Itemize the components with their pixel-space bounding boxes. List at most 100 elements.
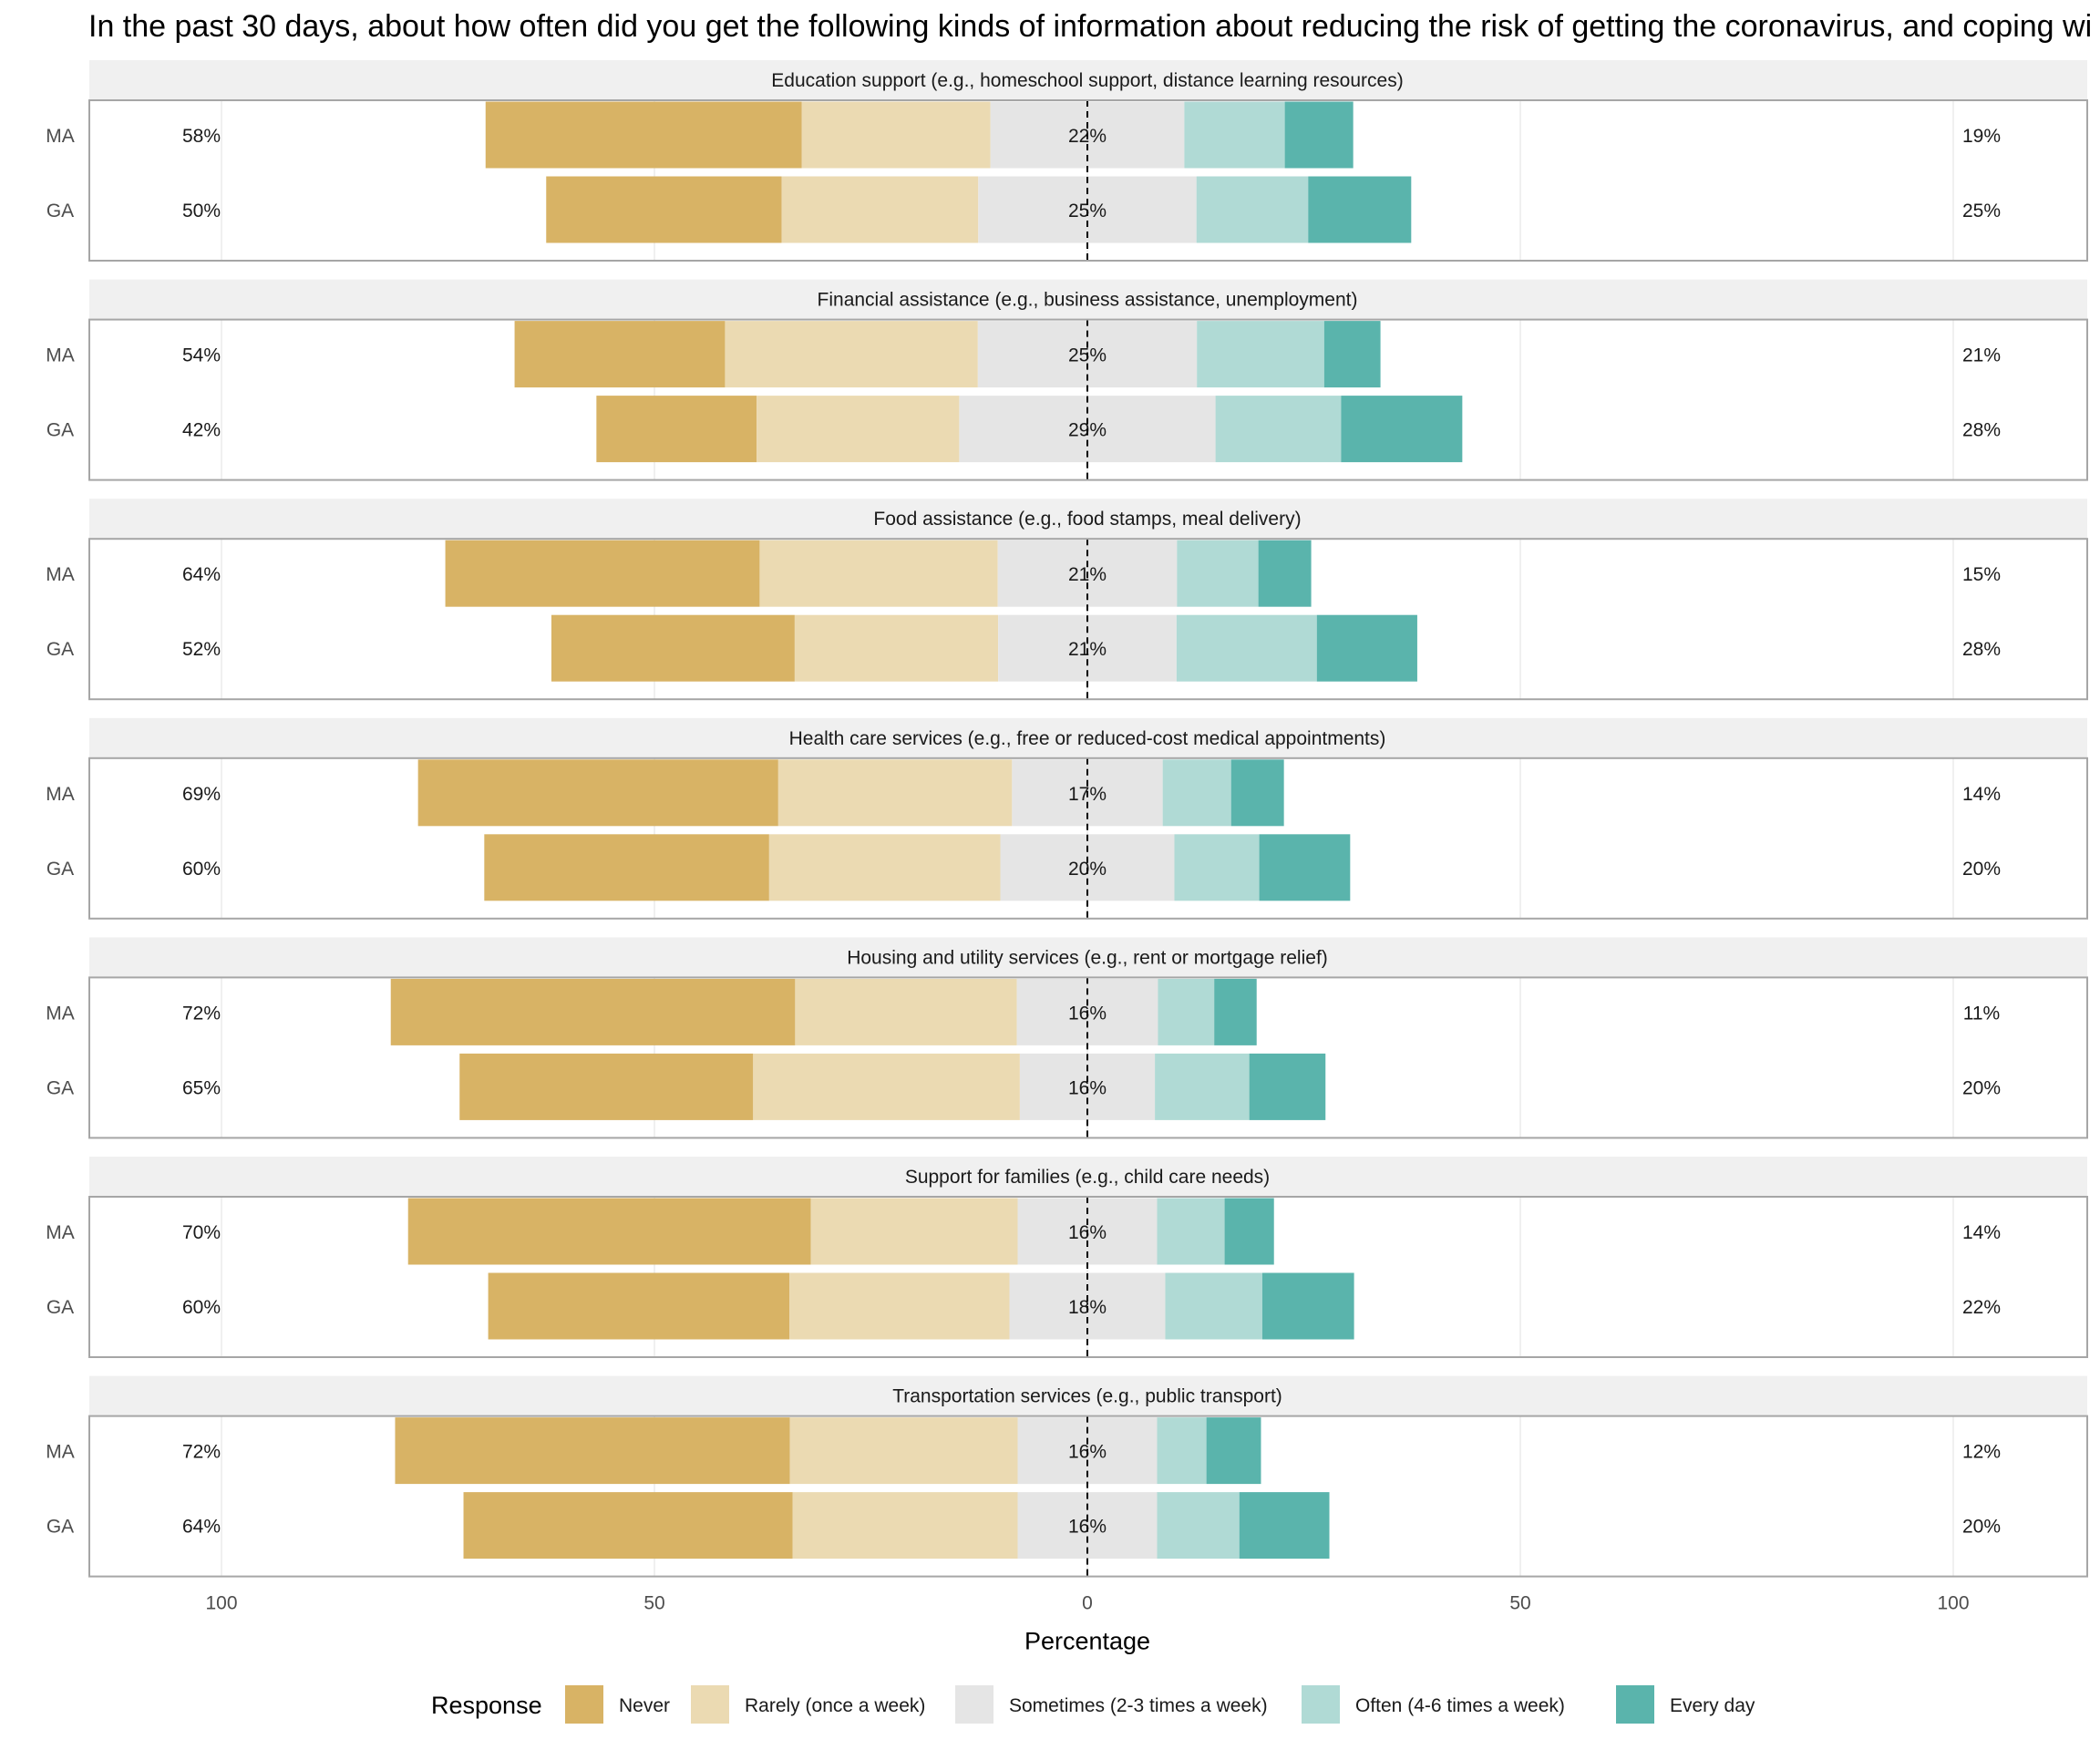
bar-rarely (757, 396, 960, 463)
low-percent-label: 42% (182, 420, 221, 441)
legend-item: Never (565, 1685, 670, 1724)
legend-swatch (1616, 1685, 1654, 1724)
bar-never (546, 176, 782, 243)
bar-never (484, 834, 769, 901)
bar-never (417, 759, 778, 827)
bar-rarely (794, 614, 999, 682)
legend-swatch (1302, 1685, 1340, 1724)
row-label: MA (46, 1222, 75, 1243)
panel-border (88, 976, 2088, 1139)
bar-often (1174, 834, 1260, 901)
row-label: MA (46, 126, 75, 147)
bar-never (407, 1198, 811, 1265)
facet-strip (89, 499, 2087, 540)
bar-often (1157, 1492, 1240, 1560)
x-tick-label: 50 (643, 1593, 664, 1614)
facet-panel: Transportation services (e.g., public tr… (46, 1375, 2088, 1578)
bar-never (485, 101, 802, 169)
panel-border (88, 757, 2088, 920)
bar-often (1157, 1417, 1207, 1485)
low-percent-label: 64% (182, 564, 221, 585)
facet-strip (89, 1375, 2087, 1416)
facet-strip (89, 717, 2087, 758)
bar-often (1155, 1053, 1250, 1120)
facet-title: Support for families (e.g., child care n… (905, 1167, 1270, 1188)
facet-title: Transportation services (e.g., public tr… (892, 1386, 1282, 1407)
bar-often (1215, 396, 1342, 463)
bar-rarely (789, 1417, 1018, 1485)
facet-strip (89, 937, 2087, 978)
legend-item: Every day (1616, 1685, 1755, 1724)
facet-title: Education support (e.g., homeschool supp… (771, 70, 1403, 91)
bar-often (1165, 1272, 1262, 1340)
low-percent-label: 60% (182, 859, 221, 880)
bar-often (1196, 176, 1309, 243)
bar-often (1177, 540, 1259, 607)
bar-every-day (1261, 1272, 1354, 1340)
bar-row: MA 58% 22% 19% (46, 101, 2001, 169)
bar-never (488, 1272, 790, 1340)
facet-title: Food assistance (e.g., food stamps, meal… (873, 509, 1301, 530)
legend: Response Never Rarely (once a week) Sometim… (431, 1685, 1755, 1724)
bar-often (1158, 978, 1215, 1045)
bar-rarely (792, 1492, 1018, 1560)
bar-every-day (1323, 321, 1381, 388)
legend-label: Sometimes (2-3 times a week) (1009, 1695, 1268, 1716)
high-percent-label: 12% (1962, 1442, 2001, 1463)
facet-panel: Food assistance (e.g., food stamps, meal… (46, 499, 2088, 701)
bar-often (1162, 759, 1231, 827)
high-percent-label: 14% (1962, 1222, 2001, 1243)
chart-title: In the past 30 days, about how often did… (88, 9, 2092, 44)
bar-rarely (777, 759, 1013, 827)
panel-border (88, 1196, 2088, 1358)
row-label: GA (46, 639, 74, 660)
x-tick-label: 100 (1937, 1593, 1969, 1614)
bar-row: GA 65% 16% 20% (46, 1053, 2001, 1120)
panel-border (88, 538, 2088, 701)
low-percent-label: 64% (182, 1517, 221, 1538)
bar-every-day (1206, 1417, 1261, 1485)
bar-often (1197, 321, 1324, 388)
bar-every-day (1308, 176, 1412, 243)
low-percent-label: 58% (182, 126, 221, 147)
bar-every-day (1224, 1198, 1274, 1265)
bar-never (390, 978, 796, 1045)
bar-row: GA 42% 29% 28% (46, 396, 2001, 463)
facet-strip (89, 1157, 2087, 1197)
low-percent-label: 70% (182, 1222, 221, 1243)
facet-title: Financial assistance (e.g., business ass… (818, 290, 1358, 311)
legend-item: Rarely (once a week) (691, 1685, 925, 1724)
bar-row: GA 64% 16% 20% (46, 1492, 2001, 1560)
bar-never (551, 614, 795, 682)
low-percent-label: 72% (182, 1442, 221, 1463)
row-label: MA (46, 345, 75, 366)
low-percent-label: 52% (182, 639, 221, 660)
bar-rarely (781, 176, 979, 243)
bar-often (1184, 101, 1285, 169)
bar-never (459, 1053, 754, 1120)
x-tick-label: 50 (1509, 1593, 1530, 1614)
bar-row: MA 70% 16% 14% (46, 1198, 2001, 1265)
x-axis: 100 50 0 50 100 Percentage (205, 1593, 1969, 1655)
bar-rarely (810, 1198, 1018, 1265)
bar-row: MA 72% 16% 11% (46, 978, 2000, 1045)
panel-border (88, 318, 2088, 481)
row-label: GA (46, 201, 74, 221)
low-percent-label: 65% (182, 1077, 221, 1098)
row-label: GA (46, 1077, 74, 1098)
bar-row: GA 60% 20% 20% (46, 834, 2001, 901)
bar-rarely (795, 978, 1017, 1045)
legend-swatch (691, 1685, 729, 1724)
high-percent-label: 20% (1962, 1077, 2001, 1098)
low-percent-label: 72% (182, 1003, 221, 1024)
legend-label: Never (619, 1695, 670, 1716)
high-percent-label: 22% (1962, 1297, 2001, 1318)
panel-border (88, 99, 2088, 262)
bar-rarely (768, 834, 1001, 901)
facet-panel: Education support (e.g., homeschool supp… (46, 60, 2088, 262)
row-label: MA (46, 564, 75, 585)
x-axis-title: Percentage (1024, 1628, 1150, 1655)
high-percent-label: 19% (1962, 126, 2001, 147)
high-percent-label: 28% (1962, 639, 2001, 660)
